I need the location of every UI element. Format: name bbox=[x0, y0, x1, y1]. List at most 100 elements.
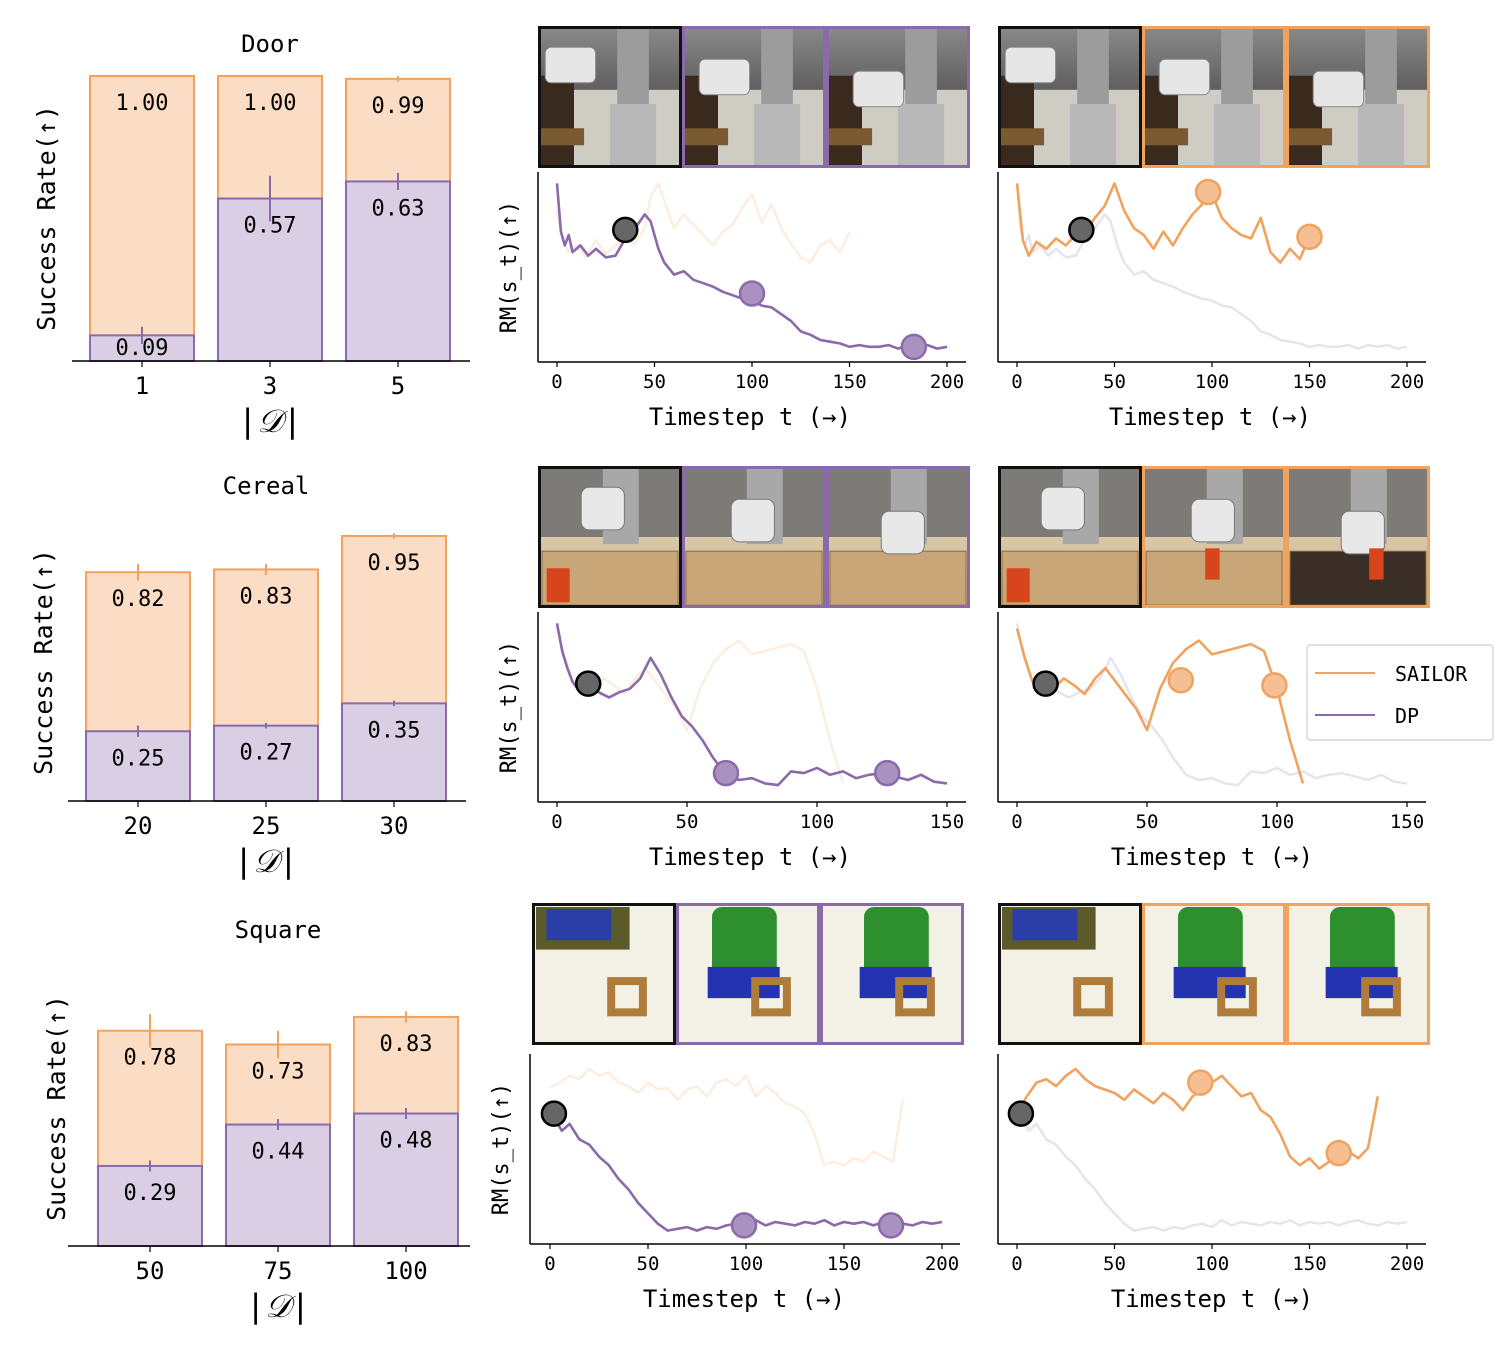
gripper bbox=[852, 70, 905, 108]
data-label-sailor: 0.83 bbox=[380, 1032, 433, 1057]
data-label-sailor: 0.82 bbox=[112, 587, 165, 612]
cereal-box bbox=[1006, 568, 1030, 603]
gripper bbox=[1312, 70, 1365, 108]
line-chart-door-sailor: 0 50 100 150 200 Timestep t (→) bbox=[997, 26, 1430, 431]
y-axis-label: Success Rate(↑) bbox=[29, 549, 58, 775]
x-tick-label: 200 bbox=[925, 1253, 959, 1275]
x-axis-label: Timestep t (→) bbox=[1109, 403, 1311, 431]
bin bbox=[829, 550, 967, 606]
frame-border bbox=[538, 466, 682, 608]
gripper bbox=[698, 58, 751, 96]
data-label-sailor: 0.99 bbox=[372, 94, 425, 119]
robot-arm bbox=[1190, 498, 1235, 543]
x-tick-label: 50 bbox=[136, 1257, 165, 1285]
x-tick-label: 50 bbox=[637, 1253, 660, 1275]
data-label-dp: 0.25 bbox=[112, 746, 165, 771]
start-marker bbox=[540, 1100, 568, 1127]
start-marker bbox=[1007, 1100, 1035, 1127]
series-line-sailor bbox=[555, 628, 845, 784]
frame-border bbox=[1142, 903, 1286, 1045]
x-tick-label: 25 bbox=[252, 812, 281, 840]
x-tick-label: 3 bbox=[263, 372, 277, 400]
legend: SAILOR DP bbox=[1306, 644, 1494, 741]
frame-thumbnail bbox=[676, 903, 820, 1045]
data-label-dp: 0.09 bbox=[116, 336, 169, 361]
rollout-marker bbox=[730, 1212, 758, 1239]
rollout-marker bbox=[877, 1212, 905, 1239]
x-tick-label: 30 bbox=[380, 812, 409, 840]
x-tick-label: 150 bbox=[832, 371, 866, 393]
gripper bbox=[1004, 46, 1057, 84]
rollout-marker bbox=[873, 759, 901, 787]
data-label-sailor: 0.78 bbox=[124, 1046, 177, 1071]
frame-border bbox=[538, 26, 682, 168]
frame-thumbnail bbox=[538, 26, 682, 168]
x-axis-label: Timestep t (→) bbox=[1111, 1285, 1313, 1313]
robot-arm bbox=[880, 510, 925, 555]
x-tick-label: 0 bbox=[551, 371, 562, 393]
x-tick-label: 0 bbox=[1011, 371, 1022, 393]
square-nut bbox=[751, 977, 791, 1017]
x-axis-label: Timestep t (→) bbox=[649, 843, 851, 871]
square-nut bbox=[895, 977, 935, 1017]
bar-dp bbox=[341, 702, 447, 802]
rollout-marker bbox=[1167, 666, 1195, 694]
series-line-dp bbox=[1015, 183, 1408, 350]
bin bbox=[1289, 550, 1427, 606]
robot-base bbox=[1214, 104, 1261, 168]
door-handle bbox=[684, 128, 729, 146]
rollout-marker bbox=[738, 280, 766, 307]
bar-chart-door: Door 1.00 0.09 1 1.00 0.57 3 0.99 0.63 5 |𝒟| Succes… bbox=[32, 30, 470, 440]
start-marker bbox=[1068, 216, 1095, 244]
series-line-sailor bbox=[1015, 628, 1305, 784]
y-axis-label: Success Rate(↑) bbox=[32, 105, 61, 331]
x-tick-label: 200 bbox=[1390, 1253, 1424, 1275]
x-tick-label: 50 bbox=[1136, 811, 1159, 833]
data-label-dp: 0.48 bbox=[380, 1129, 433, 1154]
series-line-sailor bbox=[555, 182, 851, 264]
frame-border bbox=[820, 903, 964, 1045]
cereal-box bbox=[1369, 548, 1384, 580]
robot-base bbox=[1358, 104, 1405, 168]
gripper bbox=[1012, 909, 1078, 941]
door-handle bbox=[1144, 128, 1189, 146]
frame-thumbnail bbox=[826, 26, 970, 168]
frame-border bbox=[998, 903, 1142, 1045]
x-tick-label: 50 bbox=[1103, 1253, 1126, 1275]
gripper bbox=[544, 46, 597, 84]
frame-border bbox=[1142, 26, 1286, 168]
bar-chart-cereal: Cereal 0.82 0.25 20 0.83 0.27 25 0.95 0.35 30 |𝒟| S… bbox=[29, 472, 466, 880]
x-tick-label: 150 bbox=[827, 1253, 861, 1275]
robot-wrist bbox=[864, 907, 929, 978]
gripper bbox=[546, 909, 612, 941]
bar-sailor bbox=[89, 75, 195, 362]
rollout-marker bbox=[1194, 178, 1222, 206]
frame-thumbnail bbox=[998, 26, 1142, 168]
door-handle bbox=[1288, 128, 1333, 146]
x-axis-label: |𝒟| bbox=[246, 1287, 310, 1325]
start-marker bbox=[612, 216, 639, 244]
frame-thumbnail bbox=[1142, 26, 1286, 168]
x-tick-label: 100 bbox=[1195, 371, 1229, 393]
frame-thumbnail bbox=[682, 466, 826, 608]
frame-border bbox=[998, 466, 1142, 608]
line-chart-square-dp: 0 50 100 150 200 Timestep t (→) RM(s_t)(↑) bbox=[489, 903, 964, 1313]
frame-border bbox=[532, 903, 676, 1045]
frame-thumbnail bbox=[682, 26, 826, 168]
frame-border bbox=[1286, 26, 1430, 168]
start-marker bbox=[574, 670, 602, 697]
square-nut bbox=[1073, 977, 1113, 1017]
rollout-marker bbox=[1325, 1139, 1352, 1167]
robot-arm bbox=[1340, 510, 1385, 555]
bin bbox=[685, 550, 823, 606]
rollout-marker bbox=[712, 759, 740, 787]
x-tick-label: 0 bbox=[544, 1253, 555, 1275]
line-chart-cereal-dp: 0 50 100 150 Timestep t (→) RM(s_t)(↑) bbox=[497, 466, 970, 871]
frame-thumbnail bbox=[1286, 903, 1430, 1045]
robot-base bbox=[1070, 104, 1117, 168]
y-axis-label: RM(s_t)(↑) bbox=[497, 201, 522, 333]
x-tick-label: 200 bbox=[930, 371, 964, 393]
x-tick-label: 150 bbox=[930, 811, 964, 833]
line-chart-cereal-sailor: 0 50 100 150 Timestep t (→) bbox=[997, 466, 1430, 871]
